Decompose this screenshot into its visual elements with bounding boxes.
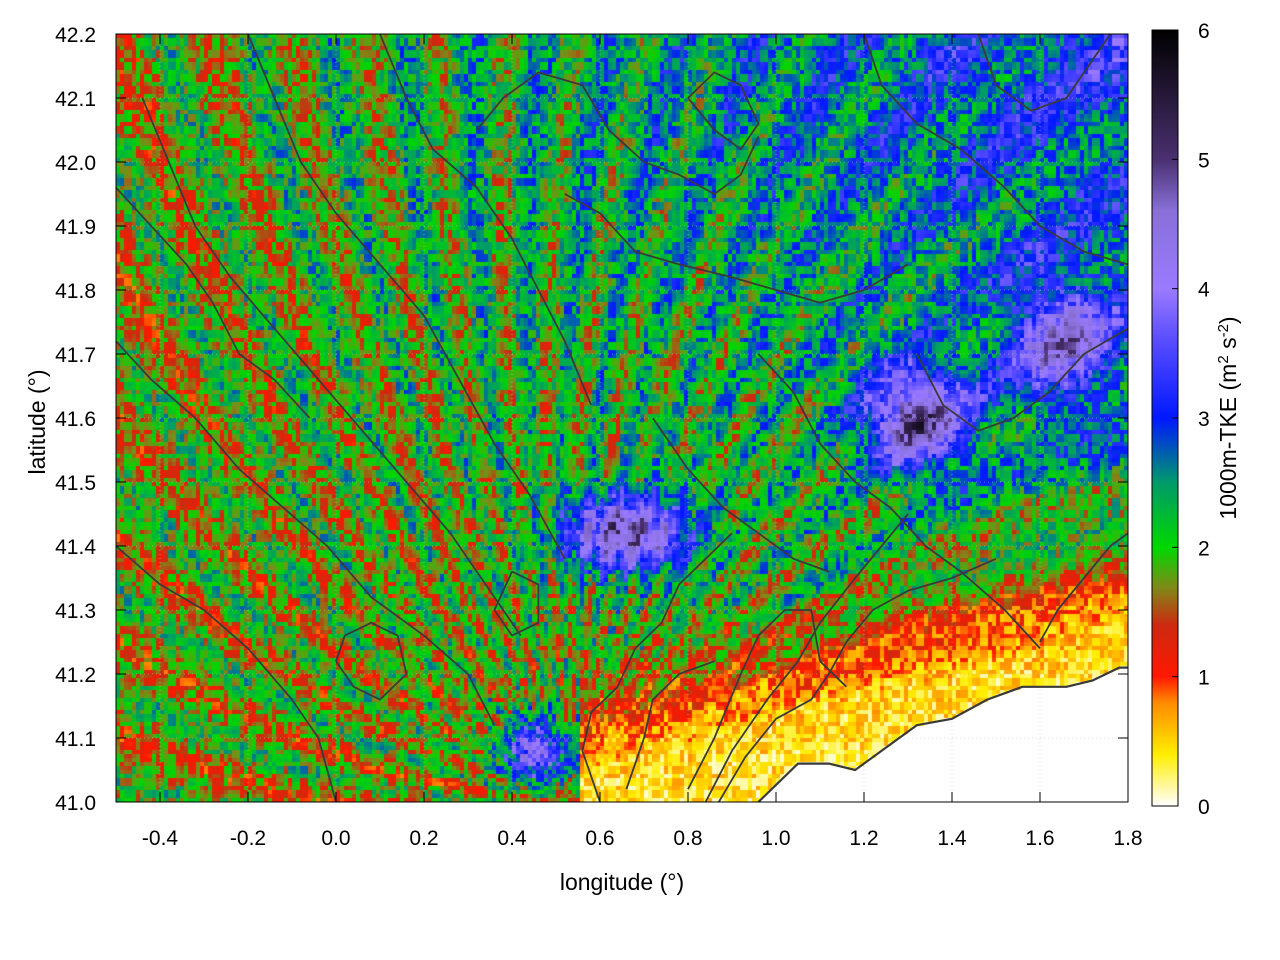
y-tick-label: 41.1: [55, 728, 96, 751]
y-tick-label: 42.0: [55, 152, 96, 175]
x-axis: -0.4 -0.2 0.0 0.2 0.4 0.6 0.8 1.0 1.2 1.4 1.6 1.8: [142, 34, 1143, 850]
x-tick-label: 1.2: [849, 827, 878, 850]
x-tick-label: 0.4: [497, 827, 527, 850]
x-tick-label: 0.8: [673, 827, 702, 850]
colorbar-tick-label: 3: [1198, 408, 1210, 431]
x-tick-label: -0.2: [230, 827, 266, 850]
contour-line: [116, 545, 337, 802]
x-tick-label: 0.0: [321, 827, 350, 850]
colorbar-label: 1000m-TKE (m2 s-2): [1215, 316, 1241, 519]
contour-line: [977, 34, 1112, 112]
colorbar-tick-label: 5: [1198, 149, 1210, 172]
x-tick-label: -0.4: [142, 827, 179, 850]
plot-area: [115, 33, 1129, 803]
contour-line: [863, 34, 1128, 266]
y-tick-label: 42.1: [55, 88, 96, 111]
contour-line: [687, 609, 848, 790]
contour-line: [493, 570, 540, 637]
colorbar-tick-label: 1: [1198, 667, 1210, 690]
y-tick-label: 41.4: [55, 536, 96, 559]
contour-line: [581, 532, 733, 802]
colorbar: 0 1 2 3 4 5 6 1000m-TKE (m2 s-2): [1151, 20, 1241, 819]
x-tick-label: 1.0: [761, 827, 790, 850]
x-tick-label: 1.4: [937, 827, 967, 850]
y-axis: 41.0 41.1 41.2 41.3 41.4 41.5 41.6 41.7 41.8 41.9…: [55, 24, 1128, 815]
contour-line: [141, 97, 522, 637]
contour-line: [757, 353, 1041, 650]
y-tick-label: 41.2: [55, 664, 96, 687]
y-tick-label: 41.3: [55, 600, 96, 623]
x-tick-label: 0.6: [585, 827, 614, 850]
x-tick-label: 1.8: [1113, 827, 1142, 850]
contour-lines: [116, 34, 1128, 802]
y-tick-label: 41.6: [55, 408, 96, 431]
x-axis-label: longitude (°): [560, 869, 684, 895]
contour-line: [687, 71, 760, 151]
contour-line: [379, 34, 593, 406]
contour-line: [564, 193, 909, 304]
coastline: [757, 666, 1128, 802]
colorbar-tick-label: 4: [1198, 279, 1210, 302]
contour-line: [476, 71, 760, 195]
y-tick-label: 41.0: [55, 792, 96, 815]
y-tick-label: 41.5: [55, 472, 96, 495]
colorbar-tick-label: 2: [1198, 537, 1210, 560]
x-tick-label: 0.2: [409, 827, 438, 850]
x-tick-label: 1.6: [1025, 827, 1054, 850]
contour-line: [652, 417, 830, 573]
contour-line: [718, 557, 997, 802]
y-tick-label: 41.8: [55, 280, 96, 303]
y-tick-label: 41.9: [55, 216, 96, 239]
contour-line: [247, 34, 566, 560]
contour-line: [335, 621, 408, 701]
colorbar-tick-label: 0: [1198, 796, 1210, 819]
gridlines: [116, 34, 1128, 802]
y-tick-label: 41.7: [55, 344, 96, 367]
contour-line: [704, 513, 909, 802]
contour-line: [625, 660, 715, 790]
colorbar-tick-label: 6: [1198, 20, 1210, 43]
contour-line: [916, 327, 1128, 432]
contour-line: [116, 340, 496, 726]
y-tick-label: 42.2: [55, 24, 96, 47]
contour-line: [1039, 532, 1128, 643]
y-axis-label: latitude (°): [24, 369, 50, 474]
contour-line: [116, 186, 311, 419]
colorbar-ticks: 0 1 2 3 4 5 6: [1172, 20, 1210, 819]
